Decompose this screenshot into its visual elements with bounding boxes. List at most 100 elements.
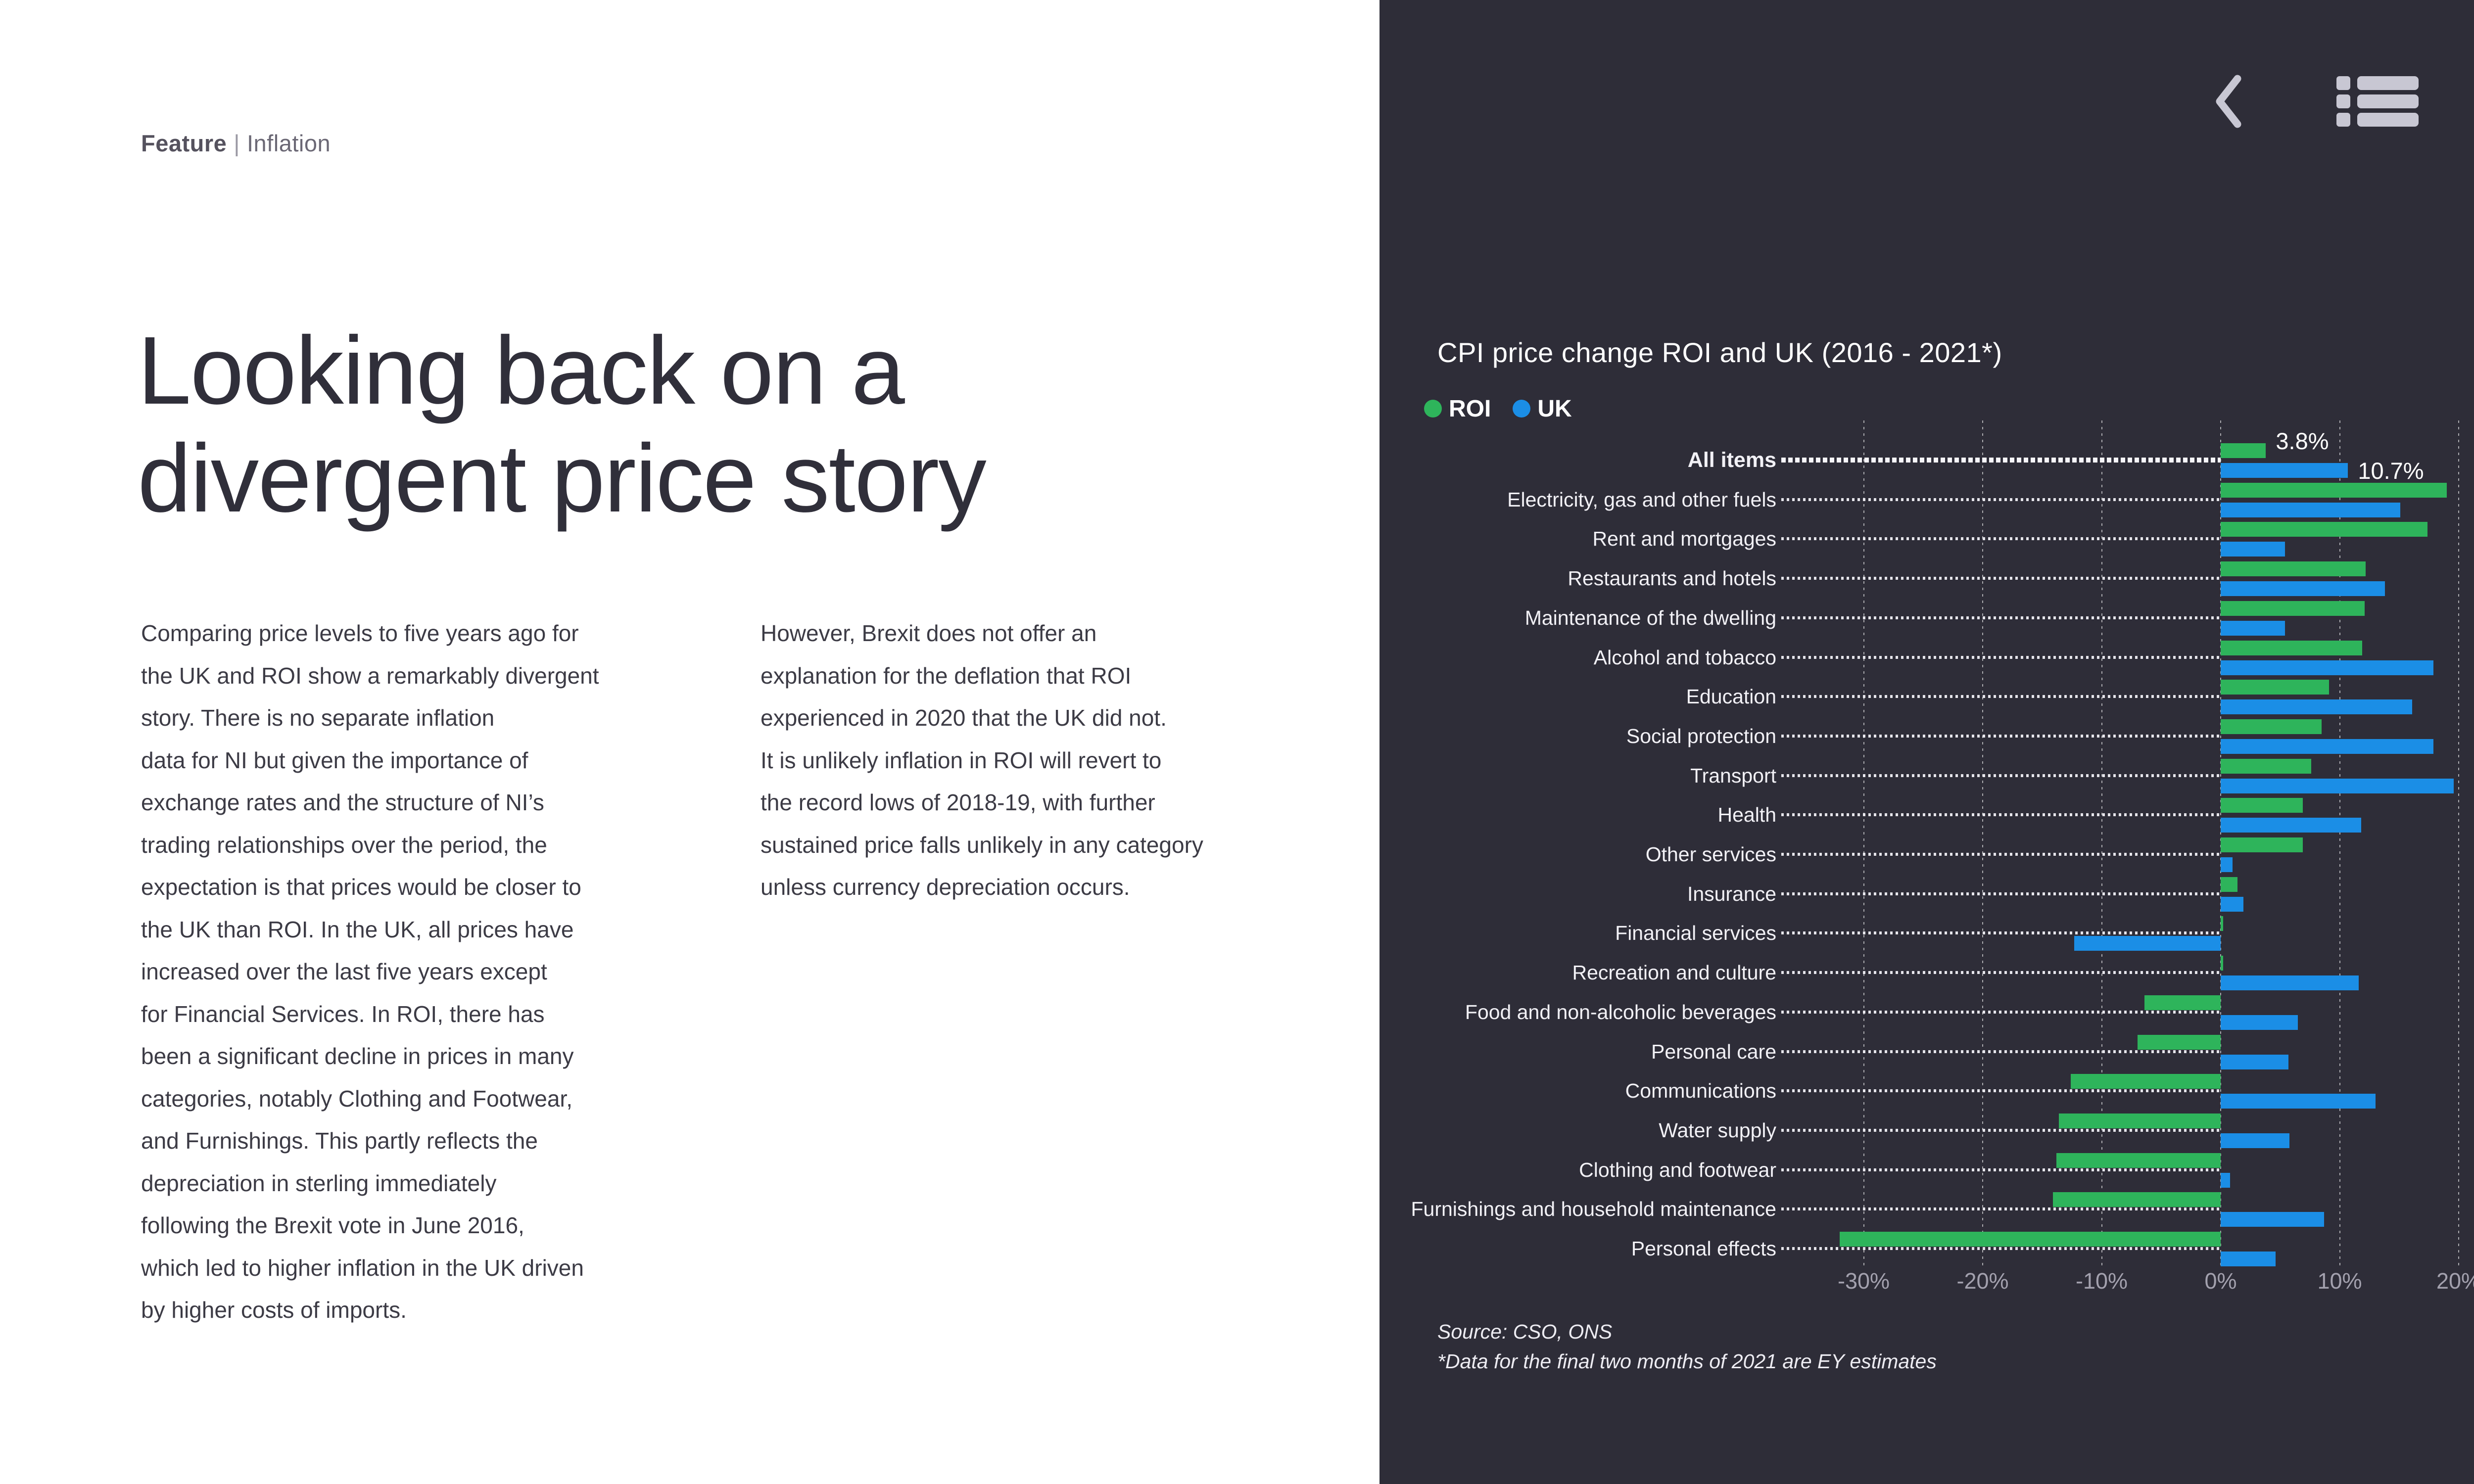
breadcrumb: Feature | Inflation [141, 130, 331, 157]
uk-bar [2221, 1094, 2376, 1109]
leader-dots [1781, 1207, 2221, 1211]
leader-dots [1781, 892, 2221, 895]
uk-value-label: 10.7% [2358, 458, 2424, 484]
category-label: Other services [1645, 843, 1776, 866]
roi-bar [2221, 680, 2329, 695]
uk-bar [2221, 975, 2359, 991]
legend-roi-label: ROI [1449, 395, 1491, 422]
gridline--20% [1982, 420, 1983, 1269]
chart-title: CPI price change ROI and UK (2016 - 2021… [1437, 337, 2002, 368]
uk-bar [2221, 1212, 2325, 1227]
legend-roi-dot-icon [1424, 400, 1442, 417]
category-label: Alcohol and tobacco [1593, 646, 1776, 669]
uk-bar [2221, 857, 2233, 872]
uk-bar [2221, 502, 2401, 517]
roi-bar [2221, 522, 2428, 537]
leader-dots [1781, 498, 2221, 501]
kicker-feature: Feature [141, 130, 227, 156]
category-label: Personal effects [1631, 1237, 1776, 1260]
leader-dots [1781, 1089, 2221, 1093]
roi-bar [2221, 482, 2447, 498]
leader-dots [1781, 813, 2221, 817]
leader-dots [1781, 1168, 2221, 1171]
leader-dots [1781, 971, 2221, 974]
category-label: Recreation and culture [1572, 961, 1776, 984]
axis-tick-label: 10% [2317, 1268, 2362, 1294]
leader-dots [1781, 616, 2221, 619]
leader-dots [1781, 577, 2221, 580]
leader-dots [1781, 1050, 2221, 1053]
leader-dots [1781, 734, 2221, 738]
roi-bar [2070, 1074, 2221, 1089]
roi-bar [2056, 1153, 2221, 1168]
gridline--10% [2101, 420, 2102, 1269]
leader-dots [1781, 655, 2221, 659]
category-label: Health [1717, 803, 1776, 827]
gridline--30% [1863, 420, 1864, 1269]
roi-bar [2221, 798, 2303, 813]
roi-bar [2137, 1034, 2221, 1050]
leader-dots [1781, 931, 2221, 935]
kicker-separator: | [234, 130, 240, 156]
chevron-left-icon[interactable] [2212, 74, 2246, 129]
category-label: Personal care [1651, 1040, 1776, 1063]
leader-dots [1781, 1128, 2221, 1132]
roi-bar [2221, 561, 2366, 577]
uk-bar [2221, 463, 2348, 478]
uk-bar [2221, 542, 2285, 557]
uk-bar [2221, 699, 2413, 715]
article-column-2: However, Brexit does not offer an explan… [761, 620, 1203, 900]
category-label: Insurance [1687, 882, 1776, 905]
roi-bar [2221, 443, 2266, 458]
roi-bar [2221, 956, 2223, 971]
chart-panel: CPI price change ROI and UK (2016 - 2021… [1380, 0, 2474, 1484]
category-label: Electricity, gas and other fuels [1507, 488, 1776, 511]
leader-dots [1781, 1010, 2221, 1014]
roi-bar [2144, 995, 2221, 1010]
uk-bar [2221, 1015, 2298, 1030]
leader-dots [1781, 774, 2221, 777]
roi-value-label: 3.8% [2276, 428, 2329, 454]
uk-bar [2074, 936, 2221, 951]
roi-bar [2221, 640, 2363, 655]
category-label: Furnishings and household maintenance [1411, 1198, 1776, 1221]
roi-bar [2221, 916, 2223, 931]
kicker-topic: Inflation [247, 130, 331, 156]
article-pane: Feature | Inflation Looking back on a dive… [138, 130, 1203, 1323]
article-column-1: Comparing price levels to five years ago… [141, 620, 599, 1323]
uk-bar [2221, 1054, 2289, 1069]
roi-bar [2221, 719, 2322, 734]
uk-bar [2221, 1172, 2231, 1188]
chart-source-note: Source: CSO, ONS *Data for the final two… [1437, 1320, 1937, 1373]
leader-dots [1781, 853, 2221, 856]
list-menu-icon[interactable] [2335, 74, 2420, 129]
uk-bar [2221, 778, 2454, 793]
legend-uk-label: UK [1537, 395, 1572, 422]
uk-bar [2221, 1133, 2290, 1148]
uk-bar [2221, 818, 2361, 833]
category-label: Rent and mortgages [1592, 527, 1776, 551]
category-label: Financial services [1615, 922, 1776, 945]
category-label: Water supply [1659, 1118, 1776, 1142]
roi-bar [2221, 758, 2311, 774]
roi-bar [2052, 1192, 2221, 1207]
legend-uk-dot-icon [1513, 400, 1531, 417]
roi-bar [1840, 1232, 2221, 1247]
uk-bar [2221, 660, 2434, 675]
gridline-20% [2458, 420, 2459, 1269]
category-label: Social protection [1626, 724, 1776, 747]
gridline-10% [2339, 420, 2340, 1269]
uk-bar [2221, 620, 2285, 636]
category-label: Maintenance of the dwelling [1524, 606, 1776, 629]
category-label: Transport [1690, 764, 1776, 787]
category-label: All items [1687, 448, 1776, 472]
axis-tick-label: -10% [2075, 1268, 2128, 1294]
roi-bar [2058, 1113, 2221, 1128]
roi-bar [2221, 601, 2365, 616]
uk-bar [2221, 581, 2385, 597]
category-label: Education [1686, 685, 1776, 708]
roi-bar [2221, 877, 2237, 892]
category-label: Food and non-alcoholic beverages [1465, 1000, 1776, 1023]
leader-dots [1781, 458, 2221, 463]
